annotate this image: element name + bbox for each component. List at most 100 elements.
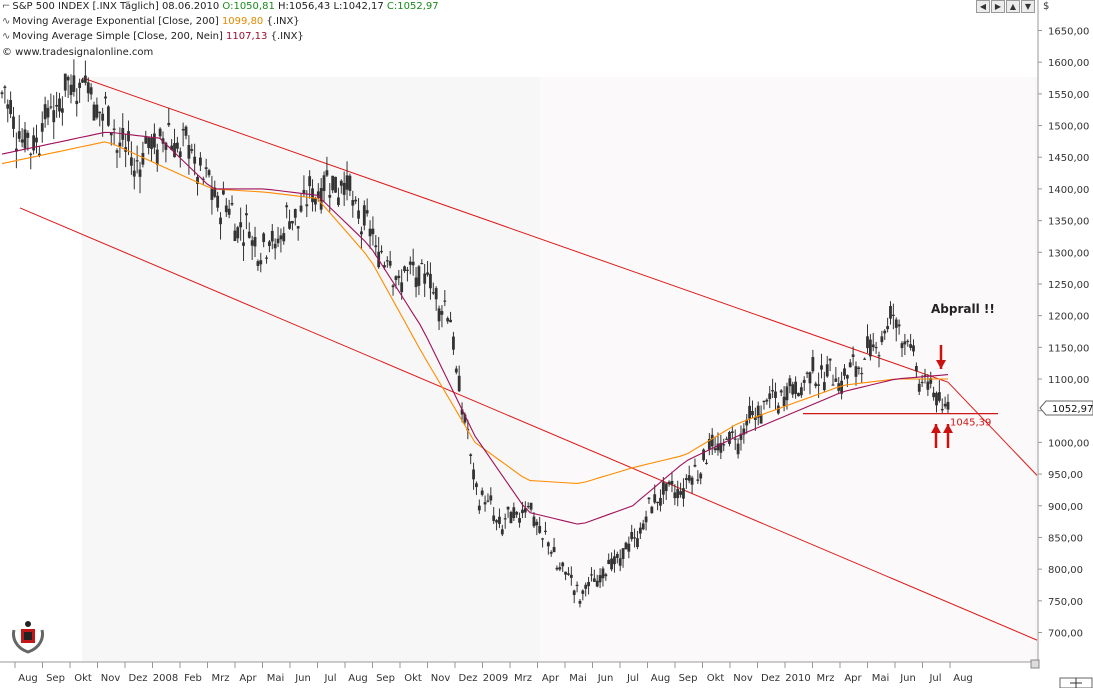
price-candle	[521, 509, 524, 514]
resize-corner-icon[interactable]	[1030, 659, 1040, 669]
y-tick-label: 1450,00	[1048, 153, 1089, 164]
y-tick-label: 1600,00	[1048, 58, 1089, 69]
y-tick-label: 1400,00	[1048, 185, 1089, 196]
price-candle	[17, 131, 21, 139]
price-candle	[523, 508, 527, 513]
sma-line	[1, 131, 949, 525]
price-candle	[538, 525, 542, 533]
x-tick-label: Okt	[707, 673, 725, 684]
price-candle	[889, 305, 892, 319]
price-candle	[434, 288, 438, 300]
scroll-up-icon[interactable]: ▲	[1006, 0, 1020, 13]
x-tick-label: Okt	[74, 673, 92, 684]
scroll-left-icon[interactable]: ◀	[976, 0, 990, 13]
instrument-name: S&P 500 INDEX [.INX Täglich]	[12, 1, 159, 12]
price-candle	[127, 131, 130, 142]
price-candle	[55, 104, 59, 107]
arrow-up-icon	[943, 424, 953, 448]
price-candle	[768, 393, 772, 400]
price-candle	[891, 314, 895, 316]
price-candle	[35, 137, 38, 143]
price-candle	[486, 500, 490, 502]
price-candle	[60, 108, 64, 113]
price-candle	[302, 189, 306, 194]
price-candle	[682, 488, 685, 499]
price-candle	[802, 379, 806, 383]
price-candle	[696, 479, 700, 481]
x-tick-label: Aug	[18, 673, 38, 684]
price-candle	[58, 98, 61, 112]
price-candle	[926, 381, 930, 390]
price-candle	[118, 142, 122, 147]
scroll-right-icon[interactable]: ▶	[991, 0, 1005, 13]
price-candle	[259, 260, 263, 265]
window-controls: ◀ ▶ ▲ ▼	[976, 0, 1035, 13]
price-candle	[943, 403, 947, 407]
price-candle	[480, 490, 484, 495]
price-candle	[86, 82, 90, 94]
x-tick-label: 2010	[785, 673, 810, 684]
price-candle	[256, 261, 260, 266]
price-candle	[351, 200, 355, 206]
price-candle	[371, 228, 375, 235]
price-candle	[699, 473, 703, 479]
price-candle	[207, 170, 211, 176]
price-candle	[391, 285, 395, 288]
x-tick-label: Mrz	[212, 673, 230, 684]
price-candle	[834, 378, 838, 382]
price-candle	[368, 228, 372, 237]
price-candle	[753, 416, 757, 420]
y-tick-label: 800,00	[1048, 565, 1083, 576]
price-candle	[239, 222, 243, 228]
scroll-down-icon[interactable]: ▼	[1021, 0, 1035, 13]
price-candle	[581, 590, 585, 594]
price-candle	[52, 110, 56, 123]
currency-symbol: $	[1043, 1, 1050, 12]
price-candle	[541, 538, 544, 540]
price-candle	[380, 250, 383, 253]
annotations: 1045,39 Abprall !!	[803, 302, 998, 448]
price-candle	[388, 260, 392, 266]
x-tick-label: Mai	[569, 673, 587, 684]
price-candle	[178, 151, 182, 158]
price-candle	[210, 187, 214, 200]
price-candle	[799, 387, 803, 396]
price-candle	[345, 175, 349, 190]
price-candle	[518, 518, 521, 523]
y-tick-label: 700,00	[1048, 629, 1083, 640]
y-tick-label: 1550,00	[1048, 90, 1089, 101]
price-candle	[245, 213, 248, 216]
price-candle	[383, 265, 386, 268]
price-candle	[452, 336, 455, 350]
price-candle	[900, 343, 904, 349]
price-candle	[503, 518, 507, 520]
x-tick-label: Nov	[733, 673, 753, 684]
price-candle	[860, 372, 864, 375]
sma-label: Moving Average Simple [Close, 200, Nein]	[12, 31, 223, 42]
price-candle	[601, 568, 605, 579]
quote-low: L:1042,17	[333, 1, 384, 12]
scroll-handle-icon[interactable]	[1059, 677, 1093, 689]
ema-label: Moving Average Exponential [Close, 200]	[12, 16, 219, 27]
price-candle	[199, 157, 202, 166]
price-candle	[492, 515, 496, 521]
price-candle	[544, 530, 547, 532]
channel-line-upper	[82, 77, 949, 383]
price-candle	[20, 139, 24, 143]
price-candle	[460, 409, 464, 415]
price-candle	[328, 194, 332, 198]
x-tick-label: 2009	[483, 673, 508, 684]
price-candle	[357, 210, 360, 219]
price-candle	[406, 269, 409, 271]
ema-suffix: {.INX}	[266, 16, 300, 27]
price-candle	[500, 529, 504, 535]
y-tick-label: 900,00	[1048, 502, 1083, 513]
price-candle	[894, 319, 898, 328]
plot-background-recent	[540, 77, 1035, 662]
price-candle	[204, 167, 208, 170]
y-tick-label: 1350,00	[1048, 217, 1089, 228]
price-candle	[403, 266, 406, 272]
price-candle	[489, 495, 493, 501]
price-candle	[454, 368, 458, 373]
